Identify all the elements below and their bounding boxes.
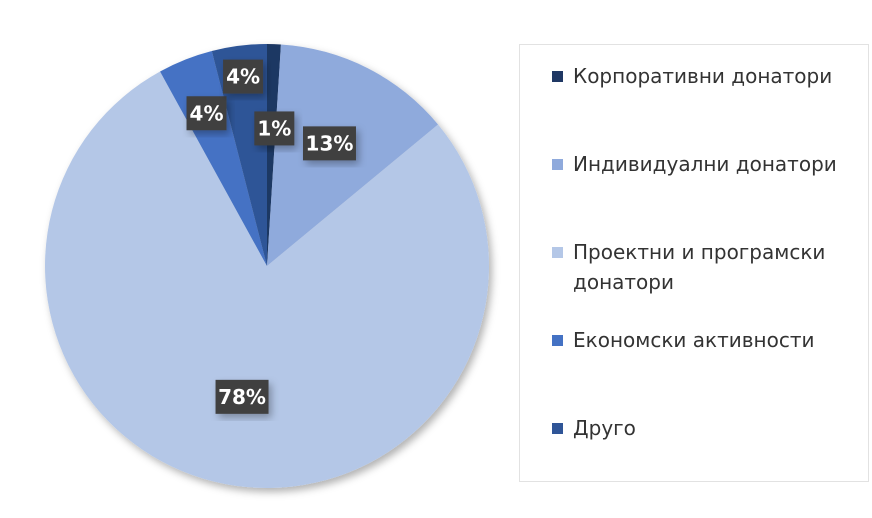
legend-item-individual: Индивидуални донатори (552, 149, 841, 179)
data-label-box (254, 111, 295, 146)
data-label-text: 4% (226, 65, 260, 89)
data-label-text: 1% (257, 116, 291, 140)
data-label-text: 4% (190, 101, 224, 125)
legend-swatch-corporate (552, 71, 563, 82)
data-label-box (215, 379, 269, 414)
pie-slice-project (45, 71, 490, 489)
pie-slice-corporate (267, 44, 281, 266)
legend-item-other: Друго (552, 413, 841, 443)
data-label-box (223, 59, 264, 94)
data-label-economic: 4% (186, 96, 227, 131)
legend-label: Корпоративни донатори (573, 64, 833, 88)
legend-swatch-other (552, 423, 563, 434)
data-label-box (186, 96, 227, 131)
legend-swatch-project (552, 247, 563, 258)
legend-item-corporate: Корпоративни донатори (552, 61, 841, 91)
legend-label: Економски активности (573, 328, 815, 352)
data-label-corporate: 1% (254, 111, 295, 146)
data-label-individual: 13% (302, 126, 356, 161)
legend-item-economic: Економски активности (552, 325, 841, 355)
legend-label: Друго (573, 416, 636, 440)
legend-swatch-individual (552, 159, 563, 170)
data-label-project: 78% (215, 379, 269, 414)
data-label-text: 13% (306, 131, 354, 155)
legend-swatch-economic (552, 335, 563, 346)
chart-legend: Корпоративни донатори Индивидуални донат… (519, 44, 869, 482)
legend-item-project: Проектни и програмски донатори (552, 237, 841, 297)
legend-label: Индивидуални донатори (573, 152, 837, 176)
legend-label: Проектни и програмски донатори (573, 240, 826, 294)
data-label-box (302, 126, 356, 161)
data-label-text: 78% (218, 385, 266, 409)
pie-chart: 1% 13% 78% 4%4% (45, 44, 490, 489)
data-label-other: 4% (223, 59, 264, 94)
